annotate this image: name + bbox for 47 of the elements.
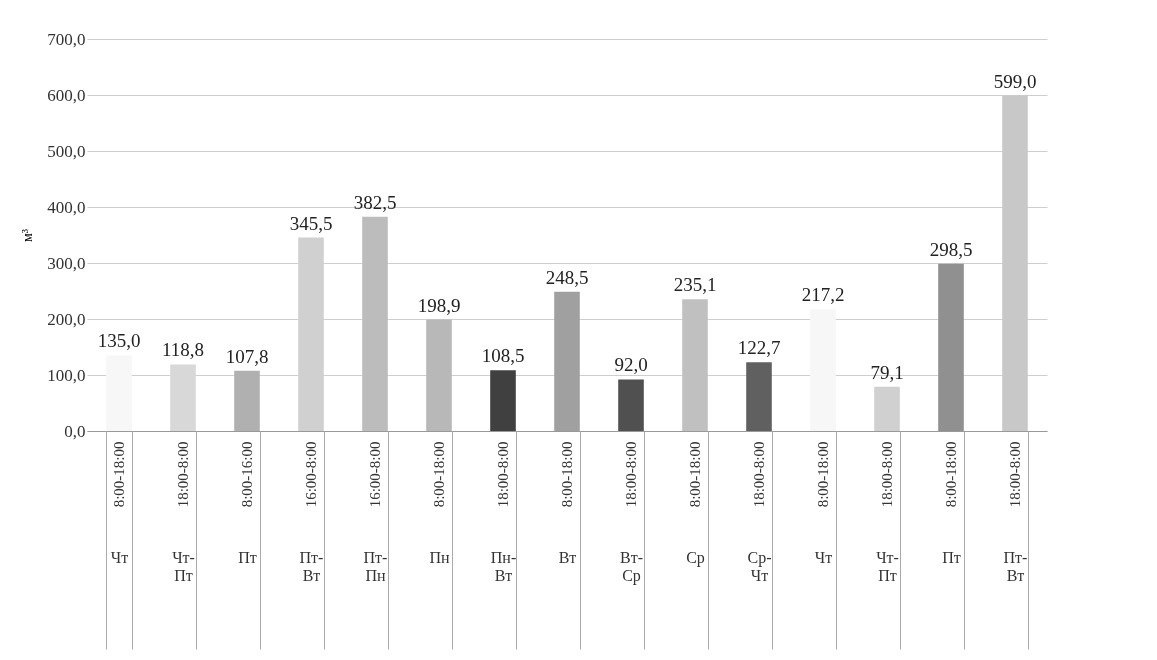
category-label: 8:00-18:00 Чт [110, 441, 129, 566]
data-label: 599,0 [993, 70, 1037, 92]
data-label: 108,5 [481, 345, 525, 367]
y-tick-label: 0,0 [64, 421, 86, 441]
data-label: 248,5 [545, 266, 589, 288]
y-tick-label: 700,0 [47, 29, 86, 49]
y-tick-label: 600,0 [47, 85, 86, 105]
category-label: 8:00-18:00 Пн [429, 441, 450, 566]
data-label: 118,8 [161, 339, 205, 361]
data-label: 298,5 [929, 238, 973, 260]
data-label: 79,1 [870, 361, 904, 383]
data-label: 345,5 [289, 212, 333, 234]
category-label: 18:00-8:00 Пн-Вт [490, 441, 517, 584]
data-label: 217,2 [801, 284, 845, 306]
bar [490, 370, 516, 431]
y-axis-title: м³ [20, 228, 36, 243]
bar [234, 370, 260, 431]
data-label: 122,7 [737, 337, 781, 359]
category-label: 18:00-8:00 Пт-Вт [1003, 441, 1028, 584]
bar [746, 362, 772, 431]
bar [362, 216, 388, 431]
y-tick-label: 500,0 [47, 141, 86, 161]
category-label: 18:00-8:00 Чт-Пт [172, 441, 195, 584]
data-label: 135,0 [97, 330, 141, 352]
data-label: 382,5 [353, 191, 397, 213]
bar [874, 386, 900, 431]
data-label: 235,1 [673, 274, 717, 296]
category-label: 16:00-8:00 Пт-Пн [363, 441, 388, 584]
bar [682, 299, 708, 431]
category-label: 8:00-18:00 Пт [942, 441, 961, 566]
category-label: 8:00-16:00 Пт [238, 441, 257, 566]
category-label: 8:00-18:00 Вт [558, 441, 577, 566]
category-label: 8:00-18:00 Ср [686, 441, 705, 566]
y-tick-label: 100,0 [47, 365, 86, 385]
data-label: 92,0 [614, 354, 648, 376]
data-label: 198,9 [417, 294, 461, 316]
data-label: 107,8 [225, 345, 269, 367]
category-label: 18:00-8:00 Чт-Пт [876, 441, 899, 584]
bar [426, 319, 452, 431]
category-label: 18:00-8:00 Ср-Чт [747, 441, 772, 584]
y-tick-label: 300,0 [47, 253, 86, 273]
y-tick-label: 200,0 [47, 309, 86, 329]
category-label: 16:00-8:00 Пт-Вт [299, 441, 324, 584]
category-label: 18:00-8:00 Вт-Ср [620, 441, 643, 584]
category-label: 8:00-18:00 Чт [814, 441, 833, 566]
bar [618, 379, 644, 431]
y-tick-label: 400,0 [47, 197, 86, 217]
